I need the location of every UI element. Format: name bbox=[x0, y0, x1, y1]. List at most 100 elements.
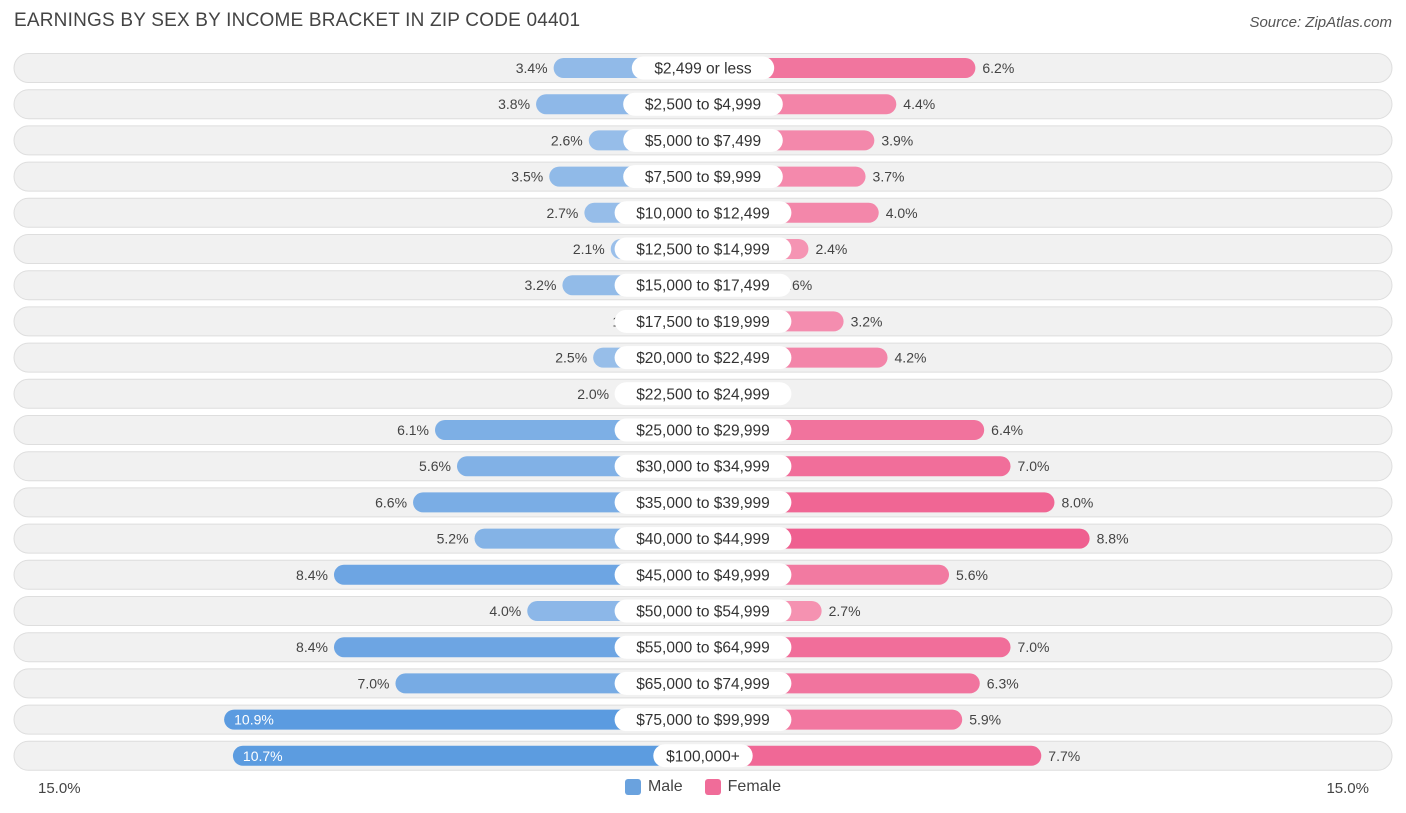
male-value-label: 8.4% bbox=[296, 567, 328, 583]
category-pill bbox=[614, 346, 792, 370]
male-value-label: 8.4% bbox=[296, 639, 328, 655]
female-value-label: 3.2% bbox=[851, 313, 883, 329]
chart-row: 2.7% 4.0% $10,000 to $12,499 bbox=[13, 197, 1393, 228]
category-pill bbox=[623, 92, 783, 116]
category-label: $2,500 to $4,999 bbox=[645, 97, 761, 114]
chart-row: 2.5% 4.2% $20,000 to $22,499 bbox=[13, 342, 1393, 373]
female-value-label: 5.9% bbox=[969, 712, 1001, 728]
category-label: $22,500 to $24,999 bbox=[636, 386, 770, 403]
category-pill bbox=[614, 708, 792, 732]
legend-item-female[interactable]: Female bbox=[704, 778, 782, 796]
female-value-label: 6.3% bbox=[987, 675, 1019, 691]
male-bar bbox=[224, 709, 704, 730]
female-value-label: 4.4% bbox=[903, 96, 935, 112]
male-value-label: 2.5% bbox=[555, 350, 587, 366]
chart-row: 8.4% 7.0% $55,000 to $64,999 bbox=[13, 632, 1393, 663]
chart-row: 4.0% 2.7% $50,000 to $54,999 bbox=[13, 596, 1393, 626]
category-pill bbox=[614, 201, 792, 225]
category-label: $25,000 to $29,999 bbox=[636, 423, 770, 440]
female-value-label: 8.8% bbox=[1097, 531, 1129, 547]
category-pill bbox=[614, 490, 792, 514]
category-pill bbox=[614, 671, 792, 695]
female-bar bbox=[703, 492, 1055, 513]
category-label: $7,500 to $9,999 bbox=[645, 169, 761, 186]
chart-row: 7.0% 6.3% $65,000 to $74,999 bbox=[13, 668, 1393, 699]
legend-label-male: Male bbox=[647, 778, 683, 795]
female-value-label: 4.0% bbox=[886, 205, 918, 221]
chart-row: 5.2% 8.8% $40,000 to $44,999 bbox=[13, 523, 1393, 554]
category-pill bbox=[653, 744, 753, 768]
category-pill bbox=[614, 237, 792, 261]
female-value-label: 7.0% bbox=[1018, 639, 1050, 655]
male-value-label: 6.1% bbox=[397, 422, 429, 438]
chart-row: 3.5% 3.7% $7,500 to $9,999 bbox=[13, 161, 1393, 192]
female-bar bbox=[703, 528, 1090, 549]
category-pill bbox=[614, 382, 792, 406]
chart-row: 10.7% 7.7% $100,000+ bbox=[13, 740, 1393, 771]
female-value-label: 2.7% bbox=[829, 603, 861, 619]
male-value-label: 7.0% bbox=[358, 675, 390, 691]
chart-row: 10.9% 5.9% $75,000 to $99,999 bbox=[13, 704, 1393, 735]
chart-row: 3.8% 4.4% $2,500 to $4,999 bbox=[13, 89, 1393, 120]
category-label: $35,000 to $39,999 bbox=[636, 495, 770, 512]
chart-row: 8.4% 5.6% $45,000 to $49,999 bbox=[13, 559, 1393, 590]
male-value-label: 2.6% bbox=[551, 132, 583, 148]
category-label: $40,000 to $44,999 bbox=[636, 531, 770, 548]
category-pill bbox=[631, 56, 775, 80]
category-label: $20,000 to $22,499 bbox=[636, 350, 770, 367]
male-value-label: 2.7% bbox=[546, 205, 578, 221]
category-label: $30,000 to $34,999 bbox=[636, 459, 770, 476]
category-label: $15,000 to $17,499 bbox=[636, 278, 770, 295]
category-label: $50,000 to $54,999 bbox=[636, 604, 770, 621]
category-label: $5,000 to $7,499 bbox=[645, 133, 761, 150]
chart-row: 6.6% 8.0% $35,000 to $39,999 bbox=[13, 487, 1393, 518]
source-label: Source: ZipAtlas.com bbox=[1249, 14, 1392, 31]
category-pill bbox=[614, 418, 792, 442]
category-pill bbox=[614, 599, 792, 623]
legend-label-female: Female bbox=[727, 778, 782, 795]
category-pill bbox=[623, 165, 783, 189]
male-value-label: 5.2% bbox=[437, 531, 469, 547]
category-label: $100,000+ bbox=[666, 748, 740, 765]
chart-row: 2.1% 2.4% $12,500 to $14,999 bbox=[13, 234, 1393, 264]
female-value-label: 2.4% bbox=[815, 241, 847, 257]
female-value-label: 3.9% bbox=[881, 132, 913, 148]
male-value-label: 3.5% bbox=[511, 169, 543, 185]
chart-title: EARNINGS BY SEX BY INCOME BRACKET IN ZIP… bbox=[14, 10, 581, 31]
male-value-label: 2.0% bbox=[577, 386, 609, 402]
male-bar bbox=[333, 637, 703, 658]
male-value-label: 5.6% bbox=[419, 458, 451, 474]
legend-swatch-female bbox=[704, 779, 721, 795]
axis-right-label: 15.0% bbox=[1326, 780, 1369, 797]
axis-left-label: 15.0% bbox=[38, 780, 81, 797]
male-value-label: 3.4% bbox=[516, 60, 548, 76]
female-value-label: 3.7% bbox=[873, 169, 905, 185]
category-pill bbox=[614, 454, 792, 478]
category-label: $45,000 to $49,999 bbox=[636, 567, 770, 584]
category-label: $17,500 to $19,999 bbox=[636, 314, 770, 331]
female-value-label: 5.6% bbox=[956, 567, 988, 583]
category-label: $12,500 to $14,999 bbox=[636, 242, 770, 259]
category-pill bbox=[614, 563, 792, 587]
category-pill bbox=[614, 273, 792, 297]
chart-row: 5.6% 7.0% $30,000 to $34,999 bbox=[13, 451, 1393, 482]
female-value-label: 6.2% bbox=[982, 60, 1014, 76]
category-pill bbox=[614, 527, 792, 551]
female-value-label: 8.0% bbox=[1061, 494, 1093, 510]
legend-item-male[interactable]: Male bbox=[624, 778, 683, 796]
female-value-label: 4.2% bbox=[895, 350, 927, 366]
male-bar bbox=[232, 745, 703, 766]
male-value-label: 10.7% bbox=[243, 748, 283, 764]
category-label: $10,000 to $12,499 bbox=[636, 205, 770, 222]
category-label: $2,499 or less bbox=[654, 61, 752, 78]
chart-row: 2.6% 3.9% $5,000 to $7,499 bbox=[13, 125, 1393, 156]
female-value-label: 7.0% bbox=[1018, 458, 1050, 474]
category-label: $55,000 to $64,999 bbox=[636, 640, 770, 657]
female-value-label: 7.7% bbox=[1048, 748, 1080, 764]
male-value-label: 2.1% bbox=[573, 241, 605, 257]
female-value-label: 6.4% bbox=[991, 422, 1023, 438]
category-label: $75,000 to $99,999 bbox=[636, 712, 770, 729]
category-label: $65,000 to $74,999 bbox=[636, 676, 770, 693]
chart-row: 3.2% 1.6%$15,000 to $17,499 bbox=[13, 270, 1393, 301]
